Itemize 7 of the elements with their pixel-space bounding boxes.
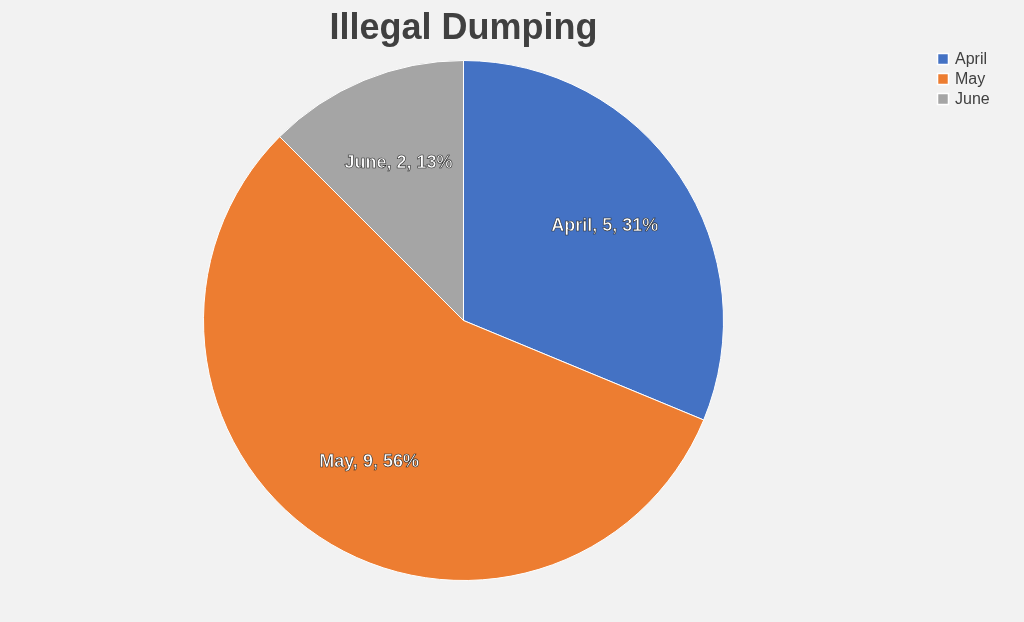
data-label: May, 9, 56% <box>319 450 419 471</box>
chart-title: Illegal Dumping <box>329 6 598 47</box>
data-label: June, 2, 13% <box>344 152 453 173</box>
legend-label: May <box>955 70 986 87</box>
legend-label: April <box>955 50 988 67</box>
legend-label: June <box>955 90 990 107</box>
data-label: April, 5, 31% <box>551 215 659 236</box>
